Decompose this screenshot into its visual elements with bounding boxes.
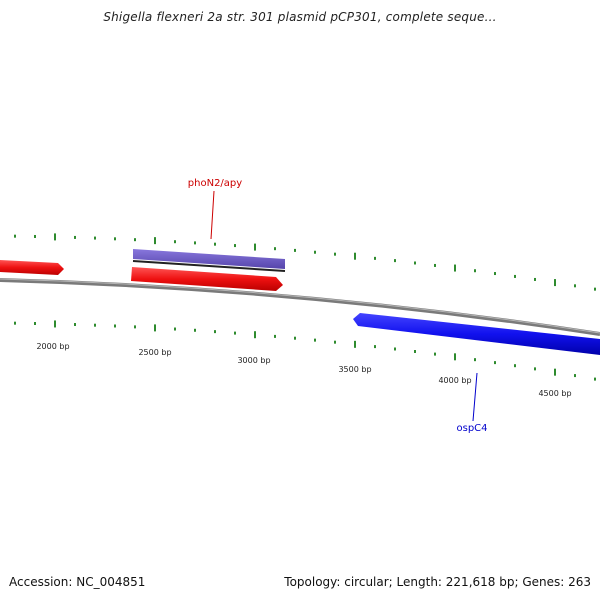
map-title: Shigella flexneri 2a str. 301 plasmid pC… [103, 10, 497, 24]
scale-label-2500: 2500 bp [138, 348, 171, 357]
scale-label-3000: 3000 bp [237, 356, 270, 365]
gene-label-phoN2-apy: phoN2/apy [188, 178, 242, 189]
highlighted-gene-phoN2-apy[interactable] [133, 249, 285, 269]
topology-summary: Topology: circular; Length: 221,618 bp; … [284, 575, 591, 589]
plasmid-backbone [0, 278, 600, 336]
gene-label-ospC4: ospC4 [456, 423, 487, 434]
scale-label-2000: 2000 bp [36, 342, 69, 351]
reverse-gene-ospC4[interactable] [353, 313, 600, 355]
inner-tick-ring [14, 320, 596, 381]
forward-gene-left[interactable] [0, 260, 64, 275]
scale-label-4000: 4000 bp [438, 376, 471, 385]
outer-tick-ring [14, 233, 596, 291]
accession-label: Accession: NC_004851 [9, 575, 146, 589]
phoN2-apy-leader-line [210, 190, 215, 240]
forward-gene-phoN2[interactable] [131, 267, 283, 291]
ospC4-leader-line [472, 372, 478, 422]
scale-label-4500: 4500 bp [538, 389, 571, 398]
scale-label-3500: 3500 bp [338, 365, 371, 374]
